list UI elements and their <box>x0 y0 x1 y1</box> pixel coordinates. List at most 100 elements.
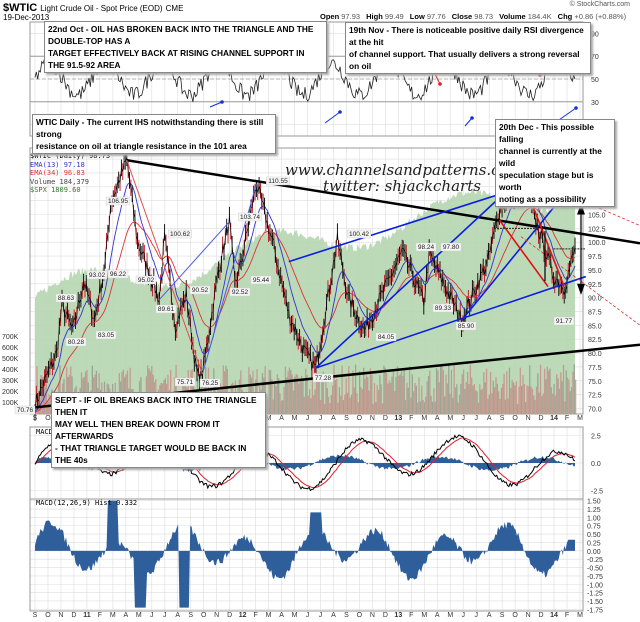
open-label: Open <box>320 12 340 21</box>
svg-text:96.22: 96.22 <box>110 271 127 278</box>
svg-text:102.5: 102.5 <box>588 226 606 233</box>
svg-text:A: A <box>331 612 336 619</box>
high-value: 99.49 <box>384 12 404 21</box>
svg-text:N: N <box>370 415 375 422</box>
svg-text:S: S <box>344 612 349 619</box>
svg-text:92.52: 92.52 <box>232 289 249 296</box>
svg-text:N: N <box>370 612 375 619</box>
legend-spx: $SPX 1809.60 <box>30 186 81 194</box>
svg-text:105.0: 105.0 <box>588 213 606 220</box>
svg-text:O: O <box>201 612 207 619</box>
svg-text:85.90: 85.90 <box>458 323 475 330</box>
svg-text:J: J <box>150 612 154 619</box>
price-legend: $WTIC (Daily) 98.73 EMA(13) 97.18 EMA(34… <box>30 152 110 195</box>
svg-text:12: 12 <box>239 612 247 619</box>
svg-text:300K: 300K <box>2 378 19 385</box>
svg-text:J: J <box>474 612 478 619</box>
svg-text:84.05: 84.05 <box>378 334 395 341</box>
svg-text:A: A <box>279 612 284 619</box>
note-wtic-daily: WTIC Daily - The current IHS notwithstan… <box>32 114 276 154</box>
svg-text:70.76: 70.76 <box>17 407 34 414</box>
svg-text:13: 13 <box>394 612 402 619</box>
svg-text:95.44: 95.44 <box>253 277 270 284</box>
svg-text:0.75: 0.75 <box>587 524 601 531</box>
svg-text:90.52: 90.52 <box>192 287 209 294</box>
svg-text:83.05: 83.05 <box>98 332 115 339</box>
svg-text:J: J <box>306 612 310 619</box>
volume-label: Volume <box>499 12 526 21</box>
svg-text:N: N <box>526 612 531 619</box>
note-nov19: 19th Nov - There is noticeable positive … <box>345 22 591 74</box>
close-value: 98.73 <box>474 12 494 21</box>
svg-text:600K: 600K <box>2 345 19 352</box>
svg-text:M: M <box>577 415 583 422</box>
watermark-twitter: twitter: shjackcharts <box>323 177 481 195</box>
source-credit: © StockCharts.com <box>569 1 630 8</box>
svg-text:30: 30 <box>591 100 599 107</box>
svg-text:97.5: 97.5 <box>588 254 602 261</box>
svg-text:2.5: 2.5 <box>591 434 601 441</box>
svg-text:J: J <box>461 612 465 619</box>
svg-text:S: S <box>188 612 193 619</box>
svg-text:77.28: 77.28 <box>315 375 332 382</box>
close-label: Close <box>451 12 473 21</box>
svg-text:F: F <box>98 612 102 619</box>
watermark-url: www.channelsandpatterns.com <box>285 161 523 179</box>
svg-text:M: M <box>266 415 272 422</box>
svg-text:D: D <box>71 612 76 619</box>
svg-text:106.95: 106.95 <box>108 198 128 205</box>
svg-text:F: F <box>565 612 569 619</box>
svg-text:N: N <box>214 612 219 619</box>
svg-text:80.0: 80.0 <box>588 351 602 358</box>
svg-text:M: M <box>447 415 453 422</box>
svg-text:100.62: 100.62 <box>170 231 190 238</box>
open-value: 97.93 <box>341 12 361 21</box>
svg-text:82.5: 82.5 <box>588 337 602 344</box>
svg-text:S: S <box>33 612 38 619</box>
note-sept: SEPT - IF OIL BREAKS BACK INTO THE TRIAN… <box>51 392 266 468</box>
svg-text:0.00: 0.00 <box>587 549 601 556</box>
svg-text:O: O <box>512 612 518 619</box>
svg-text:1.50: 1.50 <box>587 499 601 506</box>
svg-text:1.00: 1.00 <box>587 515 601 522</box>
svg-text:F: F <box>565 415 569 422</box>
svg-text:M: M <box>447 612 453 619</box>
svg-text:F: F <box>253 612 257 619</box>
svg-text:-2.5: -2.5 <box>591 489 603 496</box>
svg-text:M: M <box>292 415 298 422</box>
svg-text:A: A <box>435 415 440 422</box>
svg-text:75.0: 75.0 <box>588 379 602 386</box>
svg-text:A: A <box>175 612 180 619</box>
svg-text:95.0: 95.0 <box>588 268 602 275</box>
svg-text:D: D <box>539 612 544 619</box>
svg-text:90.0: 90.0 <box>588 296 602 303</box>
macd-histogram <box>35 500 575 608</box>
svg-text:400K: 400K <box>2 367 19 374</box>
svg-text:A: A <box>279 415 284 422</box>
svg-text:M: M <box>577 612 583 619</box>
histogram-panel <box>29 498 584 612</box>
symbol-description: Light Crude Oil - Spot Price (EOD) <box>40 4 163 13</box>
legend-volume: Volume 184,379 <box>30 177 90 186</box>
svg-text:14: 14 <box>550 415 558 422</box>
svg-text:M: M <box>110 612 116 619</box>
svg-text:J: J <box>319 612 323 619</box>
legend-main: $WTIC (Daily) 98.73 <box>30 152 111 160</box>
svg-text:100.42: 100.42 <box>349 231 369 238</box>
svg-text:-0.75: -0.75 <box>587 574 603 581</box>
svg-text:-0.25: -0.25 <box>587 557 603 564</box>
svg-text:-1.00: -1.00 <box>587 582 603 589</box>
svg-text:M: M <box>266 612 272 619</box>
svg-text:87.5: 87.5 <box>588 309 602 316</box>
svg-text:M: M <box>421 415 427 422</box>
svg-text:F: F <box>409 415 413 422</box>
svg-text:92.5: 92.5 <box>588 282 602 289</box>
high-label: High <box>366 12 383 21</box>
note-oct22: 22nd Oct - OIL HAS BROKEN BACK INTO THE … <box>44 21 327 73</box>
svg-text:D: D <box>383 415 388 422</box>
svg-text:11: 11 <box>83 612 91 619</box>
svg-text:50: 50 <box>591 77 599 84</box>
svg-text:S: S <box>500 612 505 619</box>
exchange: CME <box>165 4 184 13</box>
